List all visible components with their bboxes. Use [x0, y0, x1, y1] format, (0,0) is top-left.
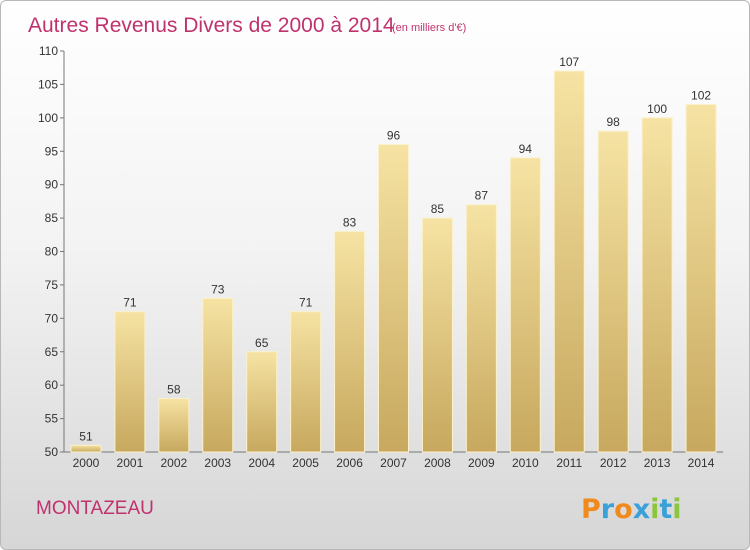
- x-tick-label-2004: 2004: [248, 456, 275, 470]
- x-tick-label-2012: 2012: [600, 456, 627, 470]
- bar-2001: [114, 311, 146, 453]
- bar-2005: [290, 311, 322, 453]
- bar-2006: [334, 230, 366, 453]
- y-tick-label: 70: [45, 311, 59, 325]
- chart-unit-note: (en milliers d'€): [392, 22, 466, 34]
- logo-letter: i: [650, 494, 659, 525]
- commune-name: MONTAZEAU: [36, 498, 154, 519]
- value-label-2008: 85: [431, 202, 445, 216]
- x-tick-label-2008: 2008: [424, 456, 451, 470]
- x-tick-label-2011: 2011: [556, 456, 582, 470]
- value-label-2013: 100: [647, 102, 667, 116]
- value-label-2012: 98: [606, 115, 620, 129]
- y-tick-label: 95: [45, 144, 59, 158]
- bar-2011: [553, 70, 585, 453]
- x-tick-label-2002: 2002: [160, 456, 187, 470]
- logo-letter: i: [672, 494, 681, 525]
- y-tick-label: 50: [45, 445, 59, 459]
- logo-letter: x: [633, 494, 650, 525]
- chart-title: Autres Revenus Divers de 2000 à 2014: [28, 14, 395, 37]
- logo-letter: t: [659, 494, 672, 525]
- proxiti-logo: Proxiti: [581, 494, 682, 525]
- x-tick-label-2001: 2001: [117, 456, 144, 470]
- bar-2008: [421, 217, 453, 453]
- bars: 51 2000 71 2001 58 2002 73 2003 65 2004 71 2005 83 20…: [70, 55, 717, 470]
- bar-2010: [509, 157, 541, 453]
- value-label-2005: 71: [299, 296, 313, 310]
- value-label-2006: 83: [343, 215, 357, 229]
- y-tick-label: 55: [45, 412, 59, 426]
- x-tick-label-2007: 2007: [380, 456, 407, 470]
- value-label-2004: 65: [255, 336, 269, 350]
- bar-2014: [685, 103, 717, 453]
- logo-letter: r: [601, 494, 615, 525]
- y-tick-label: 85: [45, 211, 59, 225]
- y-tick-label: 65: [45, 345, 59, 359]
- value-label-2009: 87: [475, 189, 489, 203]
- x-tick-label-2009: 2009: [468, 456, 495, 470]
- x-tick-label-2006: 2006: [336, 456, 363, 470]
- y-tick-label: 105: [38, 77, 58, 91]
- value-label-2014: 102: [691, 88, 711, 102]
- value-label-2002: 58: [167, 383, 181, 397]
- bar-2009: [465, 204, 497, 453]
- bar-2003: [202, 297, 234, 453]
- x-tick-label-2010: 2010: [512, 456, 539, 470]
- y-tick-label: 100: [38, 111, 58, 125]
- y-tick-label: 80: [45, 245, 59, 259]
- value-label-2007: 96: [387, 129, 401, 143]
- y-tick-label: 60: [45, 378, 59, 392]
- value-label-2001: 71: [123, 296, 137, 310]
- logo-letter: P: [581, 494, 601, 525]
- bar-2013: [641, 117, 673, 453]
- value-label-2000: 51: [79, 429, 93, 443]
- bar-2002: [158, 398, 190, 453]
- x-tick-label-2000: 2000: [73, 456, 100, 470]
- x-tick-label-2014: 2014: [688, 456, 715, 470]
- x-tick-label-2013: 2013: [644, 456, 671, 470]
- x-tick-label-2003: 2003: [204, 456, 231, 470]
- bar-2012: [597, 130, 629, 453]
- bar-2004: [246, 351, 278, 453]
- logo-letter: o: [614, 494, 633, 525]
- value-label-2010: 94: [519, 142, 533, 156]
- y-tick-label: 90: [45, 178, 59, 192]
- value-label-2003: 73: [211, 282, 225, 296]
- value-label-2011: 107: [559, 55, 579, 69]
- bar-2007: [378, 144, 409, 453]
- x-tick-label-2005: 2005: [292, 456, 319, 470]
- bar-2000: [70, 444, 102, 453]
- y-tick-label: 110: [39, 44, 58, 58]
- y-tick-label: 75: [45, 278, 59, 292]
